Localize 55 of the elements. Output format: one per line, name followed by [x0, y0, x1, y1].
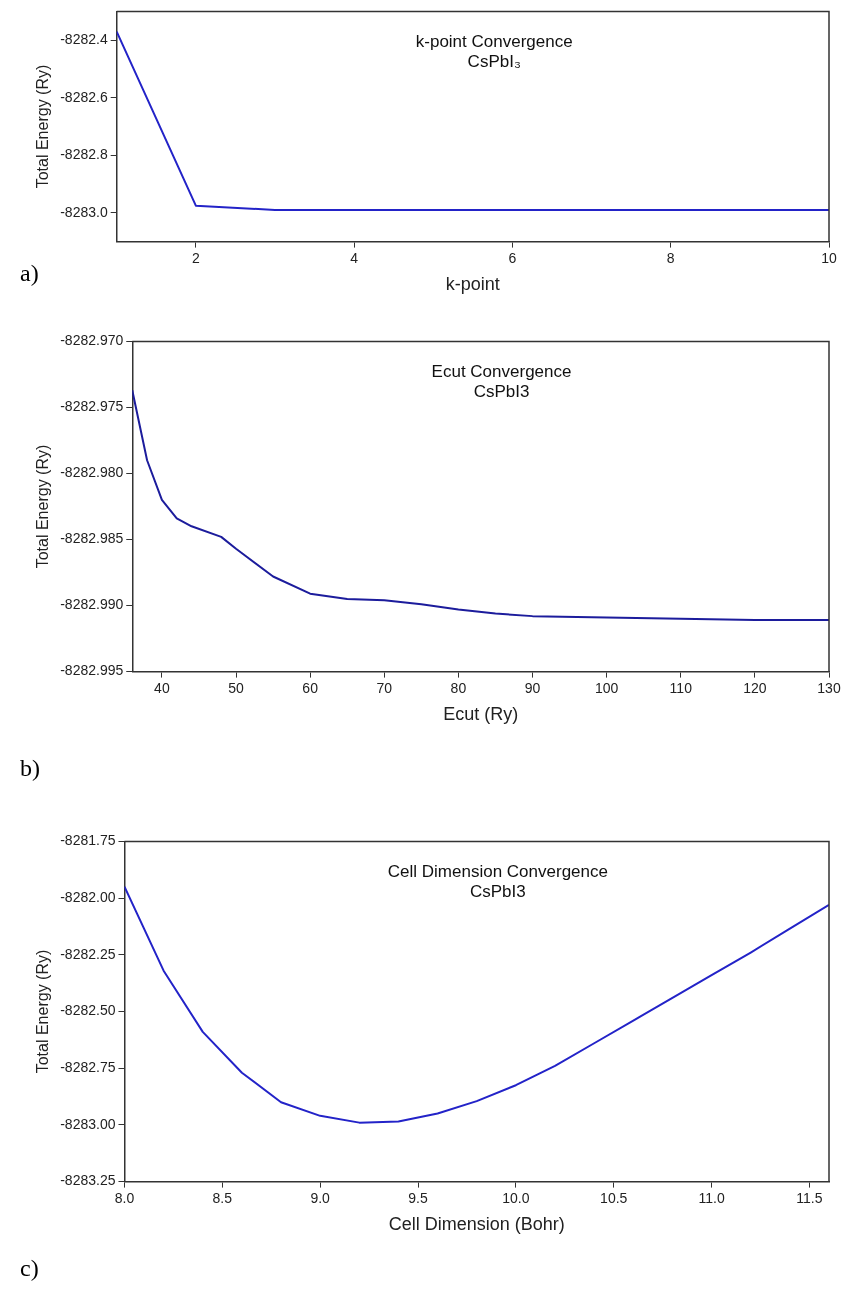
text: a) — [20, 260, 39, 287]
y-tick-label: -8281.75 — [60, 832, 116, 849]
x-tick-label: 90 — [524, 679, 541, 696]
x-axis-title: Cell Dimension (Bohr) — [388, 1214, 565, 1235]
x-tick-label: 110 — [669, 679, 693, 696]
x-tick-label: 9.5 — [408, 1189, 428, 1206]
x-tick-label: 70 — [376, 679, 393, 696]
x-tick-label: 50 — [228, 679, 245, 696]
x-tick-label: 40 — [154, 679, 170, 696]
y-tick-label: -8282.970 — [60, 332, 124, 349]
y-tick-label: -8282.4 — [60, 31, 108, 48]
x-tick-label: 80 — [450, 679, 467, 696]
x-tick-label: 10.5 — [600, 1189, 628, 1206]
y-tick-label: -8282.990 — [60, 596, 124, 613]
x-tick-label: 11.5 — [796, 1189, 823, 1206]
y-axis-title: Total Energy (Ry) — [34, 64, 52, 189]
x-tick-label: 6 — [508, 249, 517, 266]
y-tick-label: -8282.975 — [60, 398, 124, 415]
y-tick-label: -8282.75 — [60, 1059, 116, 1076]
x-axis-title: Ecut (Ry) — [443, 704, 519, 725]
x-axis-title: k-point — [445, 274, 500, 295]
x-tick-label: 4 — [350, 249, 359, 266]
x-tick-label: 130 — [817, 679, 841, 696]
x-tick-label: 10 — [821, 249, 837, 266]
x-tick-label: 100 — [594, 679, 619, 696]
y-tick-label: -8283.00 — [60, 1115, 116, 1132]
y-tick-label: -8283.0 — [60, 203, 108, 220]
y-tick-label: -8282.8 — [60, 146, 108, 163]
x-tick-label: 8 — [666, 249, 675, 266]
y-tick-label: -8282.980 — [60, 464, 124, 481]
y-tick-label: -8282.25 — [60, 945, 116, 962]
y-tick-label: -8282.985 — [60, 530, 124, 547]
text: CsPbI3 — [473, 381, 530, 401]
y-axis-title: Total Energy (Ry) — [34, 949, 52, 1074]
x-tick-label: 60 — [302, 679, 319, 696]
text: CsPbI3 — [470, 881, 526, 901]
x-tick-label: 10.0 — [502, 1189, 530, 1206]
text: k-point Convergence — [415, 31, 573, 51]
y-tick-label: -8282.995 — [60, 662, 124, 679]
text: b) — [20, 755, 40, 782]
text: Cell Dimension Convergence — [387, 861, 608, 881]
text: CsPbI₃ — [467, 51, 521, 71]
text: c) — [20, 1255, 39, 1282]
y-tick-label: -8283.25 — [60, 1172, 116, 1189]
x-tick-label: 9.0 — [310, 1189, 331, 1206]
y-tick-label: -8282.50 — [60, 1002, 116, 1019]
x-tick-label: 8.5 — [212, 1189, 233, 1206]
y-axis-title: Total Energy (Ry) — [34, 444, 52, 569]
y-tick-label: -8282.00 — [60, 888, 116, 905]
y-tick-label: -8282.6 — [60, 88, 108, 105]
x-tick-label: 2 — [191, 249, 200, 266]
x-tick-label: 11.0 — [698, 1189, 725, 1206]
x-tick-label: 8.0 — [114, 1189, 135, 1206]
text: Ecut Convergence — [431, 361, 572, 381]
x-tick-label: 120 — [743, 679, 767, 696]
